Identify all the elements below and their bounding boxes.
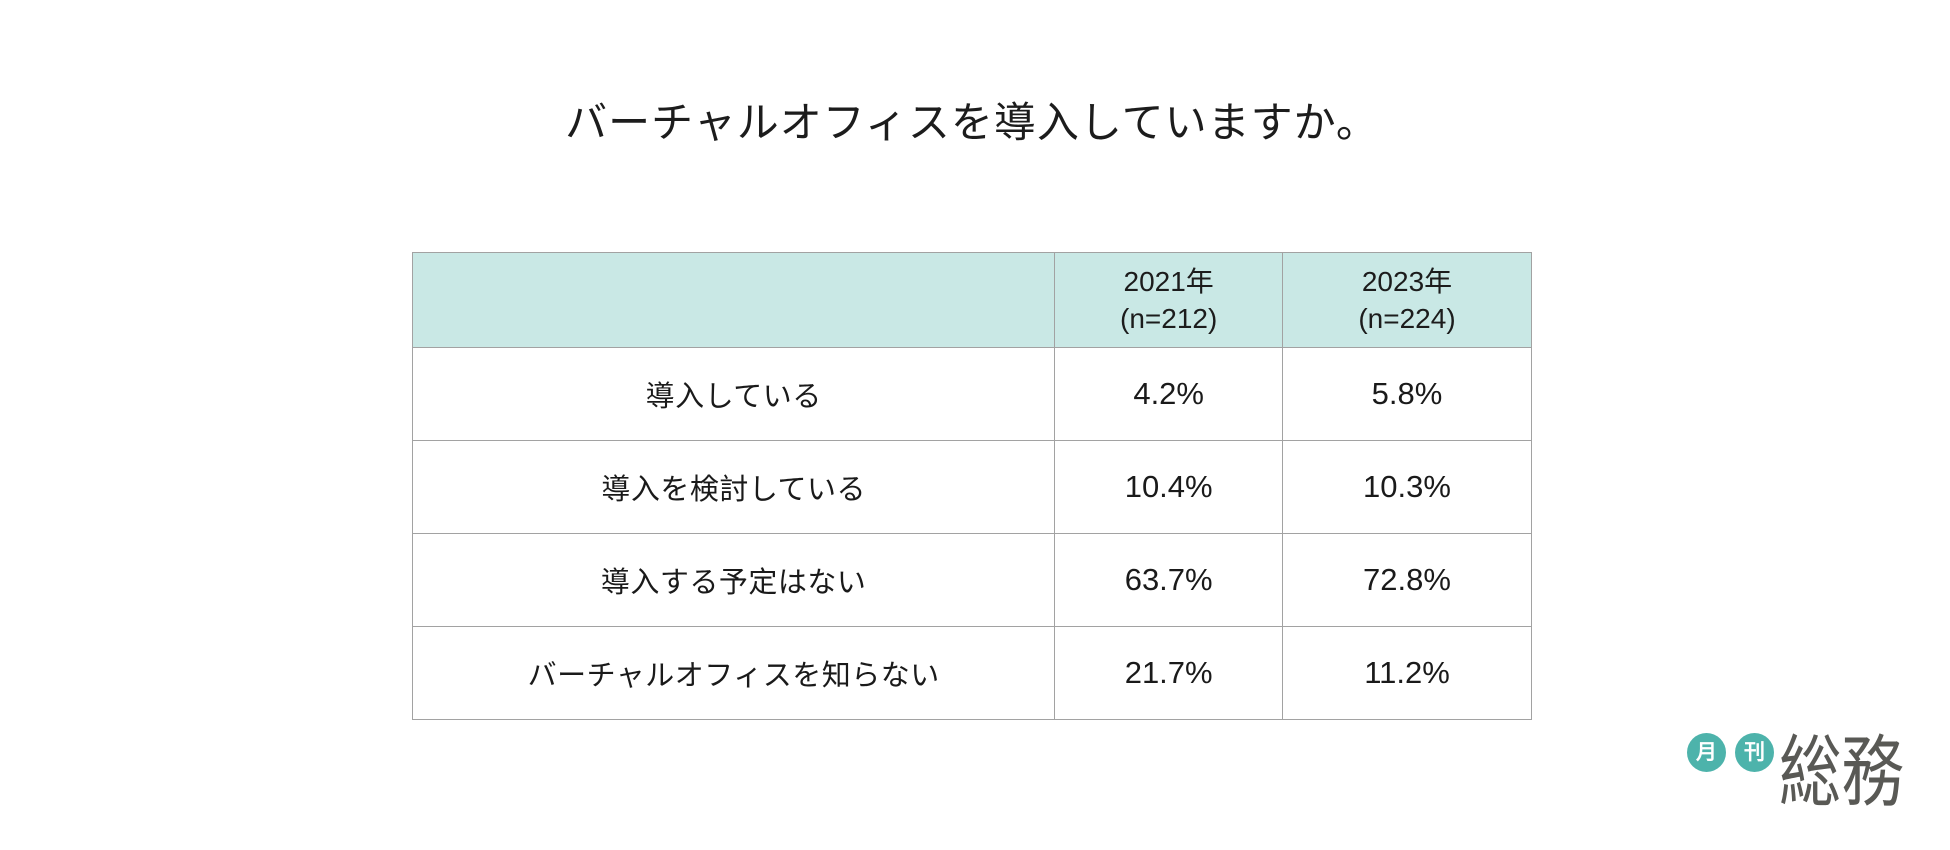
- survey-table: 2021年 (n=212) 2023年 (n=224) 導入している 4.2% …: [411, 252, 1532, 720]
- row-label: 導入を検討している: [411, 440, 1056, 534]
- table-header-row: 2021年 (n=212) 2023年 (n=224): [411, 252, 1532, 348]
- value-2021: 4.2%: [1054, 347, 1284, 441]
- header-cell-blank: [411, 252, 1056, 348]
- value-2021: 10.4%: [1054, 440, 1284, 534]
- value-2021: 21.7%: [1054, 626, 1284, 720]
- header-cell-2023: 2023年 (n=224): [1282, 252, 1532, 348]
- value-2023: 10.3%: [1282, 440, 1532, 534]
- header-n-2021: (n=212): [1120, 303, 1218, 334]
- header-year-2021: 2021年: [1123, 266, 1214, 297]
- logo-circle-kan: 刊: [1735, 733, 1774, 772]
- table-row: 導入を検討している 10.4% 10.3%: [411, 440, 1532, 534]
- logo-circle-getsu: 月: [1687, 733, 1726, 772]
- row-label: バーチャルオフィスを知らない: [411, 626, 1056, 720]
- value-2023: 72.8%: [1282, 533, 1532, 627]
- header-year-2023: 2023年: [1361, 266, 1453, 297]
- logo-wordmark: 総務: [1779, 728, 1904, 816]
- table-row: 導入する予定はない 63.7% 72.8%: [411, 533, 1532, 627]
- header-cell-2021: 2021年 (n=212): [1054, 252, 1284, 348]
- header-n-2023: (n=224): [1358, 303, 1456, 334]
- row-label: 導入している: [411, 347, 1056, 441]
- value-2021: 63.7%: [1054, 533, 1284, 627]
- value-2023: 5.8%: [1282, 347, 1532, 441]
- value-2023: 11.2%: [1282, 626, 1532, 720]
- page-title: バーチャルオフィスを導入していますか。: [565, 99, 1379, 146]
- table-row: バーチャルオフィスを知らない 21.7% 11.2%: [411, 626, 1532, 720]
- row-label: 導入する予定はない: [411, 533, 1056, 627]
- table-row: 導入している 4.2% 5.8%: [411, 347, 1532, 441]
